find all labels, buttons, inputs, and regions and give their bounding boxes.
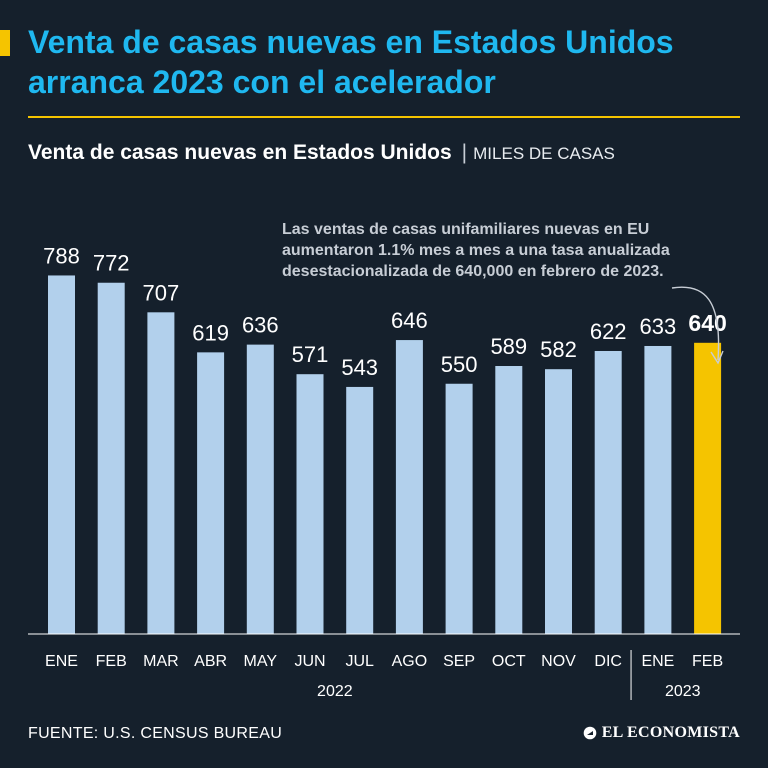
x-tick-label: NOV (541, 653, 576, 670)
bar (197, 352, 225, 634)
category-label-group: ENE FEB MAR ABR MAY JUN JUL AGO SEP OCT NOV DIC ENE F… (45, 653, 723, 670)
bar-value-label: 640 (688, 310, 726, 336)
x-tick-label: OCT (492, 653, 526, 670)
x-tick-label: AGO (392, 653, 428, 670)
logo-icon (583, 726, 596, 740)
accent-bar (0, 30, 10, 56)
bar-group (48, 275, 722, 634)
x-tick-label: ENE (45, 653, 78, 670)
annotation-arrow-head (710, 350, 724, 365)
year-label: 2023 (665, 683, 701, 700)
x-tick-label: SEP (443, 653, 475, 670)
x-tick-label: FEB (692, 653, 723, 670)
x-tick-label: JUL (345, 653, 374, 670)
bar (246, 344, 274, 634)
x-tick-label: MAR (143, 653, 179, 670)
bar (594, 350, 622, 634)
bar (48, 275, 75, 634)
bar (495, 366, 523, 634)
bar-value-label: 582 (540, 337, 577, 362)
bar-highlight (694, 342, 722, 634)
bar (395, 340, 423, 634)
bar (445, 383, 473, 634)
page-title: Venta de casas nuevas en Estados Unidos … (28, 24, 674, 100)
x-tick-label: ABR (194, 653, 227, 670)
title-divider (28, 116, 740, 118)
source-note: FUENTE: U.S. CENSUS BUREAU (28, 725, 283, 742)
chart-subtitle: Venta de casas nuevas en Estados Unidos |… (28, 140, 615, 167)
bar-value-label: 636 (242, 313, 279, 338)
bar-value-label: 543 (341, 355, 378, 380)
x-tick-label: FEB (96, 653, 127, 670)
chart-unit: MILES DE CASAS (473, 144, 615, 163)
logo-text: EL ECONOMISTA (601, 724, 740, 741)
x-tick-label: DIC (594, 653, 622, 670)
bar-value-label: 788 (43, 243, 80, 268)
publisher-logo: EL ECONOMISTA (583, 724, 740, 742)
year-label-group: 2022 2023 (317, 683, 701, 700)
chart-subtitle-text: Venta de casas nuevas en Estados Unidos (28, 141, 452, 164)
bar-value-label: 646 (391, 308, 428, 333)
bar (644, 345, 672, 634)
value-label-group: 788 772 707 619 636 571 543 646 550 589 582 622 633 6… (43, 243, 727, 379)
subtitle-separator: | (461, 141, 468, 164)
bar (97, 282, 125, 634)
annotation-text: Las ventas de casas unifamiliares nuevas… (282, 221, 670, 280)
bar (147, 312, 175, 634)
annotation-arrow (671, 286, 720, 361)
bar (296, 374, 324, 634)
bar (545, 369, 572, 634)
bar-value-label: 550 (441, 352, 478, 377)
bar-value-label: 619 (192, 320, 229, 345)
bar-value-label: 707 (143, 280, 180, 305)
year-label: 2022 (317, 683, 353, 700)
x-tick-label: ENE (641, 653, 674, 670)
x-tick-label: JUN (294, 653, 325, 670)
bar-value-label: 571 (292, 342, 329, 367)
bar-value-label: 772 (93, 251, 130, 276)
bar-value-label: 633 (640, 314, 677, 339)
bar-value-label: 589 (490, 334, 527, 359)
bar-value-label: 622 (590, 319, 627, 344)
bar (346, 386, 374, 634)
x-tick-label: MAY (244, 653, 278, 670)
